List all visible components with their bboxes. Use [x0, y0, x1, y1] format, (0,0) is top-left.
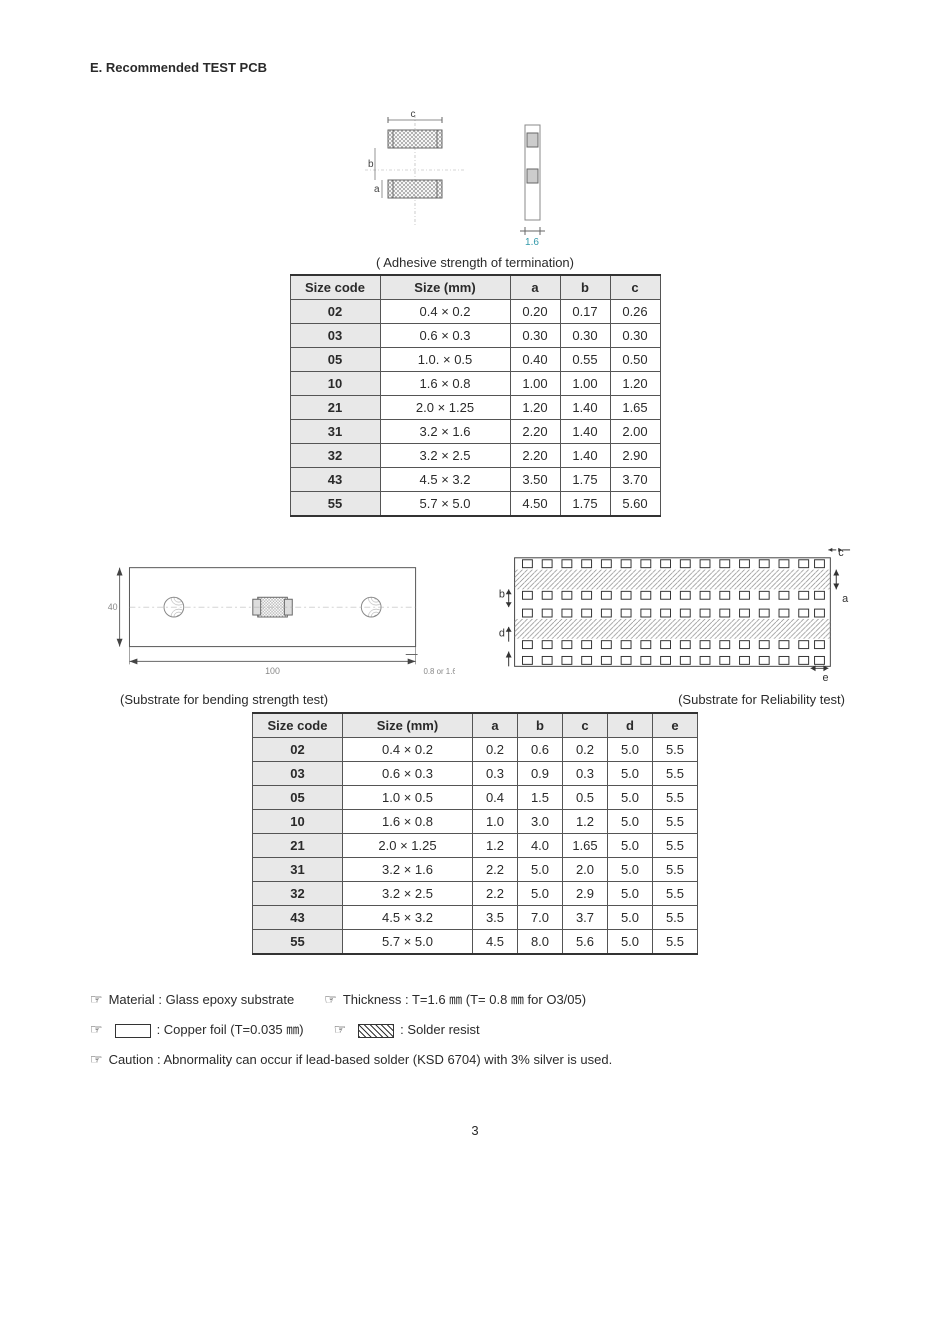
svg-text:b: b	[368, 159, 374, 170]
notes: ☞ Material : Glass epoxy substrate ☞ Thick…	[90, 985, 860, 1073]
caption-bending: (Substrate for bending strength test)	[120, 692, 328, 707]
note-thickness: Thickness : T=1.6 ㎜ (T= 0.8 ㎜ for O3/05)	[343, 992, 586, 1007]
table-row: 313.2 × 1.62.201.402.00	[290, 420, 660, 444]
table-row: 555.7 × 5.04.58.05.65.05.5	[253, 930, 698, 955]
svg-text:d: d	[499, 628, 505, 640]
table-row: 030.6 × 0.30.300.300.30	[290, 324, 660, 348]
table-header: a	[473, 713, 518, 738]
note-solder: : Solder resist	[400, 1022, 479, 1037]
table-header: d	[608, 713, 653, 738]
svg-text:b: b	[499, 588, 505, 600]
note-material: Material : Glass epoxy substrate	[109, 992, 295, 1007]
table-header: b	[560, 275, 610, 300]
figure-reliability: c a b d e	[485, 547, 860, 687]
solder-resist-icon	[358, 1024, 394, 1038]
table-row: 434.5 × 3.23.501.753.70	[290, 468, 660, 492]
table-row: 020.4 × 0.20.20.60.25.05.5	[253, 738, 698, 762]
svg-text:100: 100	[265, 666, 280, 676]
table-row: 020.4 × 0.20.200.170.26	[290, 300, 660, 324]
reliability-table: Size codeSize (mm)abcde020.4 × 0.20.20.6…	[252, 712, 698, 955]
table-row: 434.5 × 3.23.57.03.75.05.5	[253, 906, 698, 930]
table-header: a	[510, 275, 560, 300]
dim-thickness: 1.6	[525, 237, 539, 245]
dim-c-label: c	[411, 109, 416, 120]
table-header: c	[563, 713, 608, 738]
pointer-icon: ☞	[90, 1021, 103, 1037]
table-row: 212.0 × 1.251.201.401.65	[290, 396, 660, 420]
pointer-icon: ☞	[90, 991, 103, 1007]
table-row: 101.6 × 0.81.001.001.20	[290, 372, 660, 396]
pointer-icon: ☞	[90, 1051, 103, 1067]
table-row: 051.0. × 0.50.400.550.50	[290, 348, 660, 372]
table-row: 323.2 × 2.52.201.402.90	[290, 444, 660, 468]
table-row: 313.2 × 1.62.25.02.05.05.5	[253, 858, 698, 882]
pointer-icon: ☞	[324, 991, 337, 1007]
table-row: 323.2 × 2.52.25.02.95.05.5	[253, 882, 698, 906]
svg-text:a: a	[374, 184, 380, 195]
section-title: E. Recommended TEST PCB	[90, 60, 860, 75]
figure-bending: 40 100 0.8 or 1.6	[90, 547, 455, 687]
table-header: Size code	[253, 713, 343, 738]
table-row: 051.0 × 0.50.41.50.55.05.5	[253, 786, 698, 810]
table-header: Size (mm)	[380, 275, 510, 300]
adhesive-table: Size codeSize (mm)abc020.4 × 0.20.200.17…	[290, 274, 661, 517]
table1-caption: ( Adhesive strength of termination)	[90, 255, 860, 270]
table-header: e	[653, 713, 698, 738]
svg-text:a: a	[842, 593, 849, 605]
table-header: Size (mm)	[343, 713, 473, 738]
svg-text:e: e	[823, 672, 829, 684]
figure-adhesive: c b a 1.6	[90, 105, 860, 245]
copper-foil-icon	[115, 1024, 151, 1038]
table-row: 212.0 × 1.251.24.01.655.05.5	[253, 834, 698, 858]
caption-reliability: (Substrate for Reliability test)	[678, 692, 845, 707]
svg-text:40: 40	[108, 602, 118, 612]
note-copper: : Copper foil (T=0.035 ㎜)	[157, 1022, 304, 1037]
table-row: 030.6 × 0.30.30.90.35.05.5	[253, 762, 698, 786]
figure-captions: (Substrate for bending strength test) (S…	[90, 692, 860, 707]
figure-pair: 40 100 0.8 or 1.6	[90, 547, 860, 687]
table-row: 101.6 × 0.81.03.01.25.05.5	[253, 810, 698, 834]
table-header: Size code	[290, 275, 380, 300]
table-header: b	[518, 713, 563, 738]
table-header: c	[610, 275, 660, 300]
note-caution: Caution : Abnormality can occur if lead-…	[109, 1052, 613, 1067]
pointer-icon: ☞	[334, 1021, 347, 1037]
svg-text:0.8 or 1.6: 0.8 or 1.6	[423, 667, 455, 676]
table-row: 555.7 × 5.04.501.755.60	[290, 492, 660, 517]
page-number: 3	[90, 1123, 860, 1138]
